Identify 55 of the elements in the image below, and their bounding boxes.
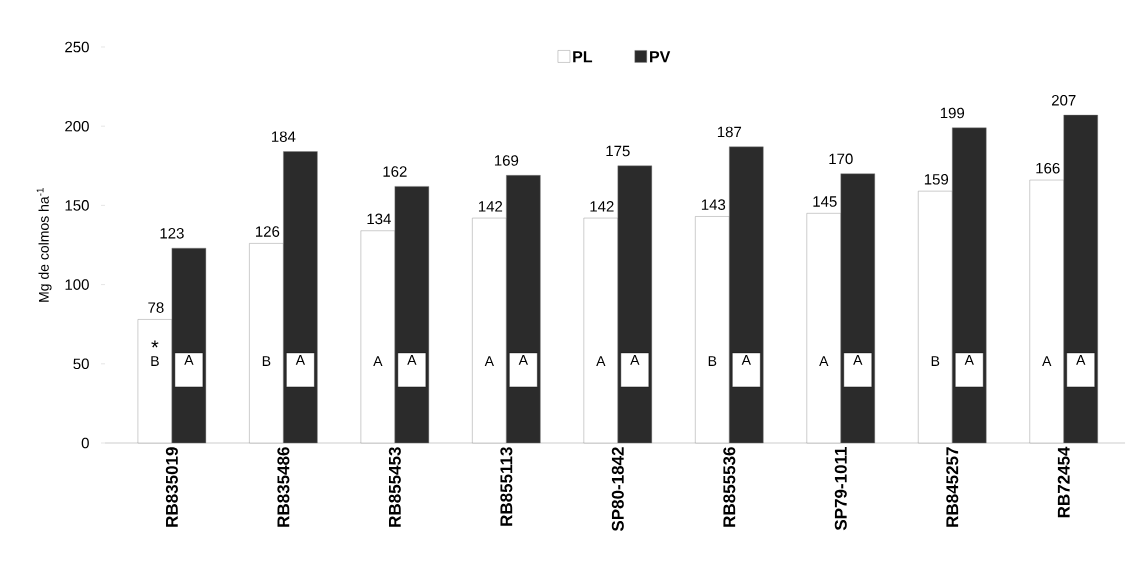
x-tick-label: RB855113 [500, 447, 513, 526]
data-label: 142 [590, 201, 614, 212]
annotation: A [518, 355, 528, 365]
x-tick-label: RB845257 [946, 447, 959, 527]
data-label: 126 [256, 226, 280, 237]
y-tick-label: 0 [81, 437, 89, 449]
annotation: A [819, 356, 829, 366]
data-label: 78 [148, 302, 164, 313]
annotation: A [1042, 356, 1052, 366]
annotation: A [853, 355, 863, 365]
data-label: 142 [478, 201, 503, 212]
annotation: A [373, 356, 383, 366]
x-tick-label: RB72454 [1057, 446, 1070, 518]
annotation: B [931, 356, 940, 366]
data-label: 159 [924, 173, 949, 185]
legend-label: PL [573, 51, 593, 63]
x-tick-label: SP80-1842 [611, 447, 624, 532]
annotation: B [151, 356, 159, 366]
annotation: A [630, 355, 640, 365]
annotation: A [407, 355, 417, 365]
data-label: 162 [383, 166, 407, 177]
data-label: 123 [160, 228, 184, 239]
annotation: * [151, 340, 159, 348]
data-label: 207 [1051, 94, 1076, 106]
annotation: A [184, 355, 194, 365]
annotation: B [262, 356, 271, 366]
y-axis-title: Mg de colmos ha$^{-1}$ [36, 188, 52, 302]
data-label: 169 [494, 155, 519, 166]
y-tick-label: 250 [65, 41, 89, 53]
data-label: 134 [367, 213, 391, 225]
x-tick-label: RB835019 [165, 447, 178, 527]
legend-label: PV [650, 51, 671, 63]
annotation: B [708, 356, 717, 366]
data-label: 175 [606, 145, 630, 157]
x-tick-label: RB835486 [277, 447, 290, 527]
x-tick-label: RB855536 [723, 447, 736, 527]
data-label: 184 [272, 131, 296, 142]
data-label: 187 [717, 126, 742, 138]
data-label: 170 [829, 153, 853, 165]
y-tick-label: 50 [73, 358, 89, 370]
annotation: A [484, 356, 494, 366]
y-tick-label: 100 [65, 279, 89, 290]
annotation: A [964, 355, 974, 365]
data-label: 166 [1036, 162, 1060, 174]
annotation: A [295, 355, 306, 365]
x-tick-label: RB855453 [388, 447, 401, 527]
annotation: A [741, 355, 751, 365]
annotation: A [1076, 355, 1086, 365]
data-label: 145 [813, 196, 837, 207]
data-label: 143 [701, 199, 726, 210]
data-label: 199 [940, 107, 965, 119]
x-tick-label: SP79-1011 [834, 447, 847, 531]
y-tick-label: 150 [65, 200, 89, 211]
annotation: A [596, 356, 606, 366]
y-tick-label: 200 [65, 120, 89, 132]
